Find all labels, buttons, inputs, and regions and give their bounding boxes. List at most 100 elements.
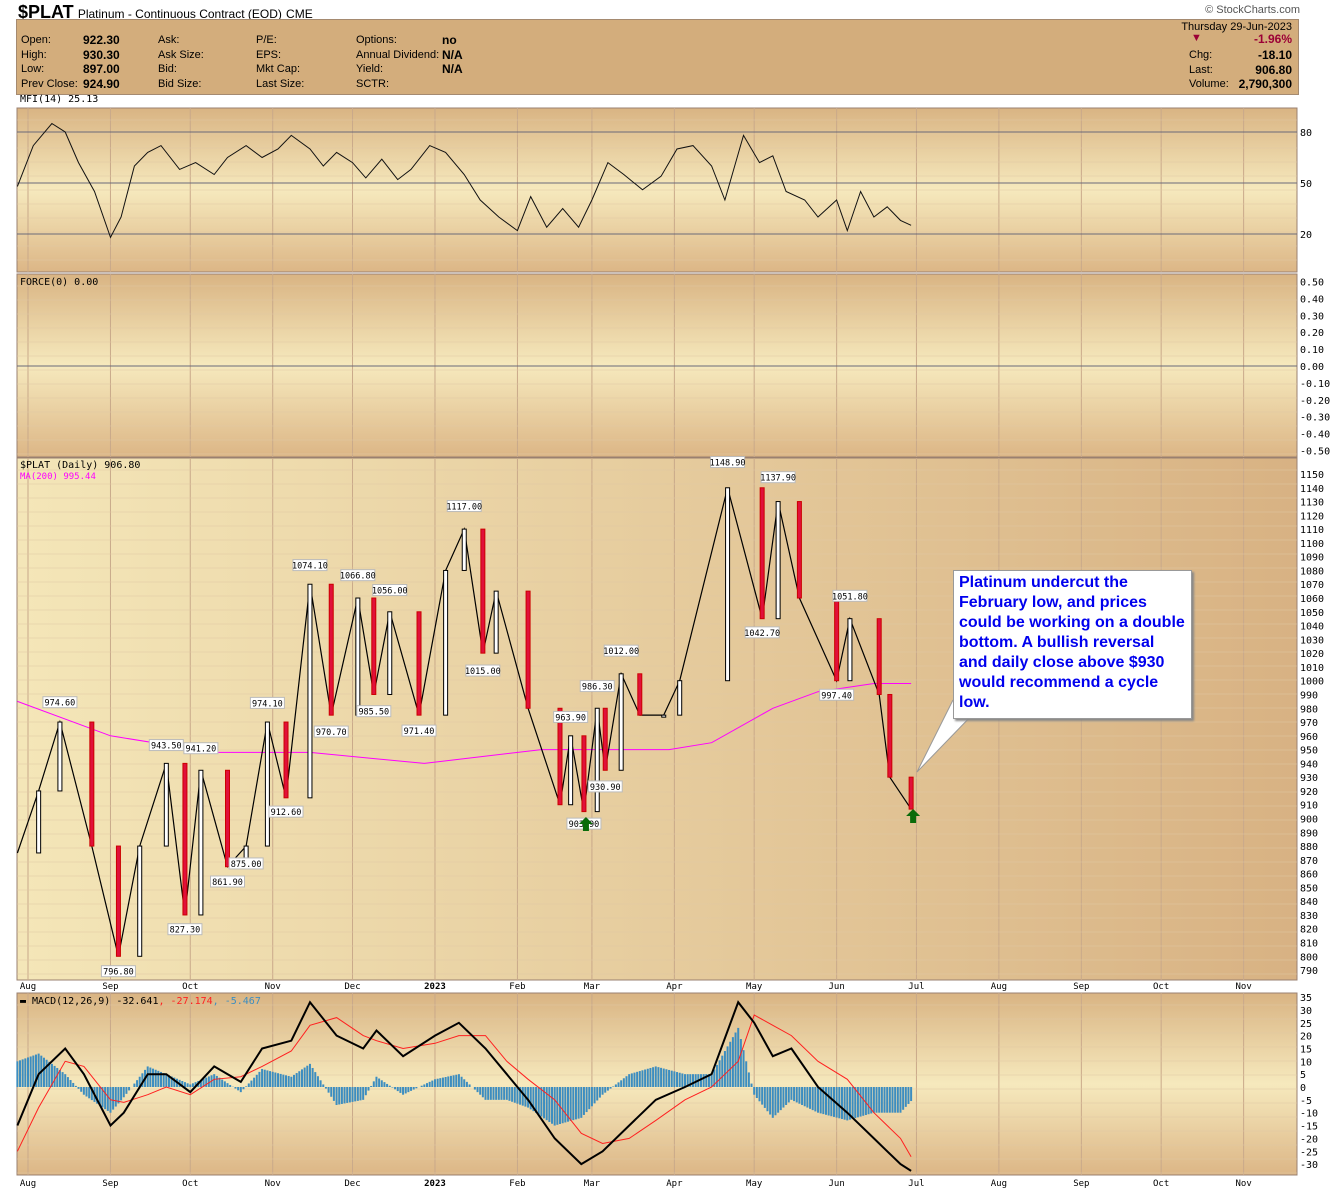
histogram-bar (21, 1059, 24, 1087)
candlestick (759, 487, 765, 620)
histogram-bar (330, 1087, 333, 1097)
histogram-bar (463, 1079, 466, 1087)
price-label-box (340, 569, 376, 582)
histogram-bar (508, 1087, 511, 1101)
histogram-bar (859, 1087, 862, 1117)
histogram-bar (253, 1077, 256, 1087)
histogram-bar (753, 1087, 756, 1095)
candlestick (581, 735, 587, 813)
histogram-bar (766, 1087, 769, 1112)
candlestick (225, 769, 230, 868)
price-label-box (832, 589, 868, 602)
histogram-bar (183, 1082, 186, 1087)
price-label-box (210, 875, 245, 888)
macd-tick-label: 20 (1300, 1032, 1312, 1043)
histogram-bar (566, 1087, 569, 1122)
price-label-box (356, 705, 392, 718)
histogram-bar (399, 1087, 402, 1093)
quote-value: N/A (442, 47, 463, 62)
histogram-bar (88, 1087, 91, 1099)
histogram-bar (269, 1071, 272, 1087)
histogram-bar (77, 1087, 80, 1089)
macd-tick-label: 10 (1300, 1057, 1312, 1068)
histogram-bar (452, 1075, 455, 1087)
price-label: 875.00 (231, 860, 262, 870)
histogram-bar (194, 1082, 197, 1087)
macd-tick-label: 15 (1300, 1044, 1312, 1055)
price-label: 970.70 (316, 728, 347, 738)
macd-tick-label: 0 (1300, 1083, 1306, 1094)
histogram-bar (758, 1087, 761, 1102)
price-tick-label: 860 (1300, 870, 1318, 881)
quote-label: High: (21, 48, 47, 61)
price-label-box (268, 805, 304, 818)
histogram-bar (311, 1067, 314, 1087)
price-label-box (228, 857, 264, 870)
price-label: 1074.10 (292, 562, 328, 572)
histogram-bar (293, 1074, 295, 1087)
histogram-bar (620, 1080, 623, 1087)
histogram-bar (45, 1059, 48, 1087)
histogram-bar (223, 1081, 226, 1087)
candlestick (887, 693, 893, 778)
price-label-box (167, 923, 203, 936)
down-arrow-icon: ▼ (1191, 32, 1202, 44)
price-tick-label: 1040 (1300, 622, 1324, 633)
price-tick-label: 870 (1300, 856, 1318, 867)
histogram-bar (19, 1060, 22, 1087)
candlestick (557, 707, 563, 806)
price-tick-label: 1090 (1300, 553, 1324, 564)
candlestick (775, 501, 781, 620)
histogram-bar (56, 1067, 59, 1087)
histogram-bar (335, 1087, 338, 1105)
histogram-bar (80, 1087, 83, 1092)
histogram-bar (173, 1077, 176, 1087)
histogram-bar (559, 1087, 561, 1125)
histogram-bar (362, 1087, 365, 1100)
histogram-bar (761, 1087, 764, 1105)
price-line (16, 487, 912, 957)
histogram-bar (378, 1078, 381, 1087)
histogram-bar (69, 1080, 72, 1087)
month-label: Dec (344, 982, 360, 992)
histogram-bar (487, 1087, 490, 1100)
price-label-box (744, 626, 780, 639)
histogram-bar (436, 1078, 439, 1087)
candlestick (443, 569, 449, 716)
candlestick (461, 528, 467, 571)
histogram-bar (277, 1073, 280, 1087)
histogram-bar (790, 1087, 793, 1100)
candlestick (57, 721, 63, 792)
price-label: 974.10 (252, 699, 283, 709)
histogram-bar (745, 1061, 748, 1087)
candlestick (328, 583, 334, 716)
force-tick-label: -0.20 (1300, 396, 1330, 407)
price-label: 1137.90 (760, 474, 796, 484)
quote-label: Open: (21, 34, 51, 46)
histogram-bar (590, 1087, 593, 1107)
histogram-bar (614, 1084, 617, 1087)
histogram-bar (367, 1087, 370, 1091)
histogram-bar (830, 1087, 833, 1117)
histogram-bar (27, 1057, 29, 1087)
histogram-bar (226, 1083, 229, 1087)
price-label-box (148, 739, 184, 752)
candlestick (198, 769, 204, 916)
histogram-bar (465, 1081, 468, 1087)
histogram-bar (308, 1063, 311, 1087)
candlestick (834, 597, 840, 682)
candlestick (307, 583, 313, 799)
mfi-tick-label: 50 (1300, 179, 1312, 190)
histogram-bar (186, 1083, 189, 1087)
histogram-bar (348, 1087, 351, 1103)
quote-label: Bid Size: (158, 77, 202, 90)
month-label: 2023 (424, 1179, 446, 1189)
histogram-bar (287, 1076, 290, 1087)
macd-panel (16, 992, 1298, 1176)
histogram-bar (117, 1087, 120, 1104)
histogram-bar (694, 1074, 697, 1087)
histogram-bar (902, 1087, 905, 1110)
histogram-bar (843, 1087, 846, 1120)
histogram-bar (662, 1068, 665, 1087)
histogram-bar (689, 1074, 692, 1087)
